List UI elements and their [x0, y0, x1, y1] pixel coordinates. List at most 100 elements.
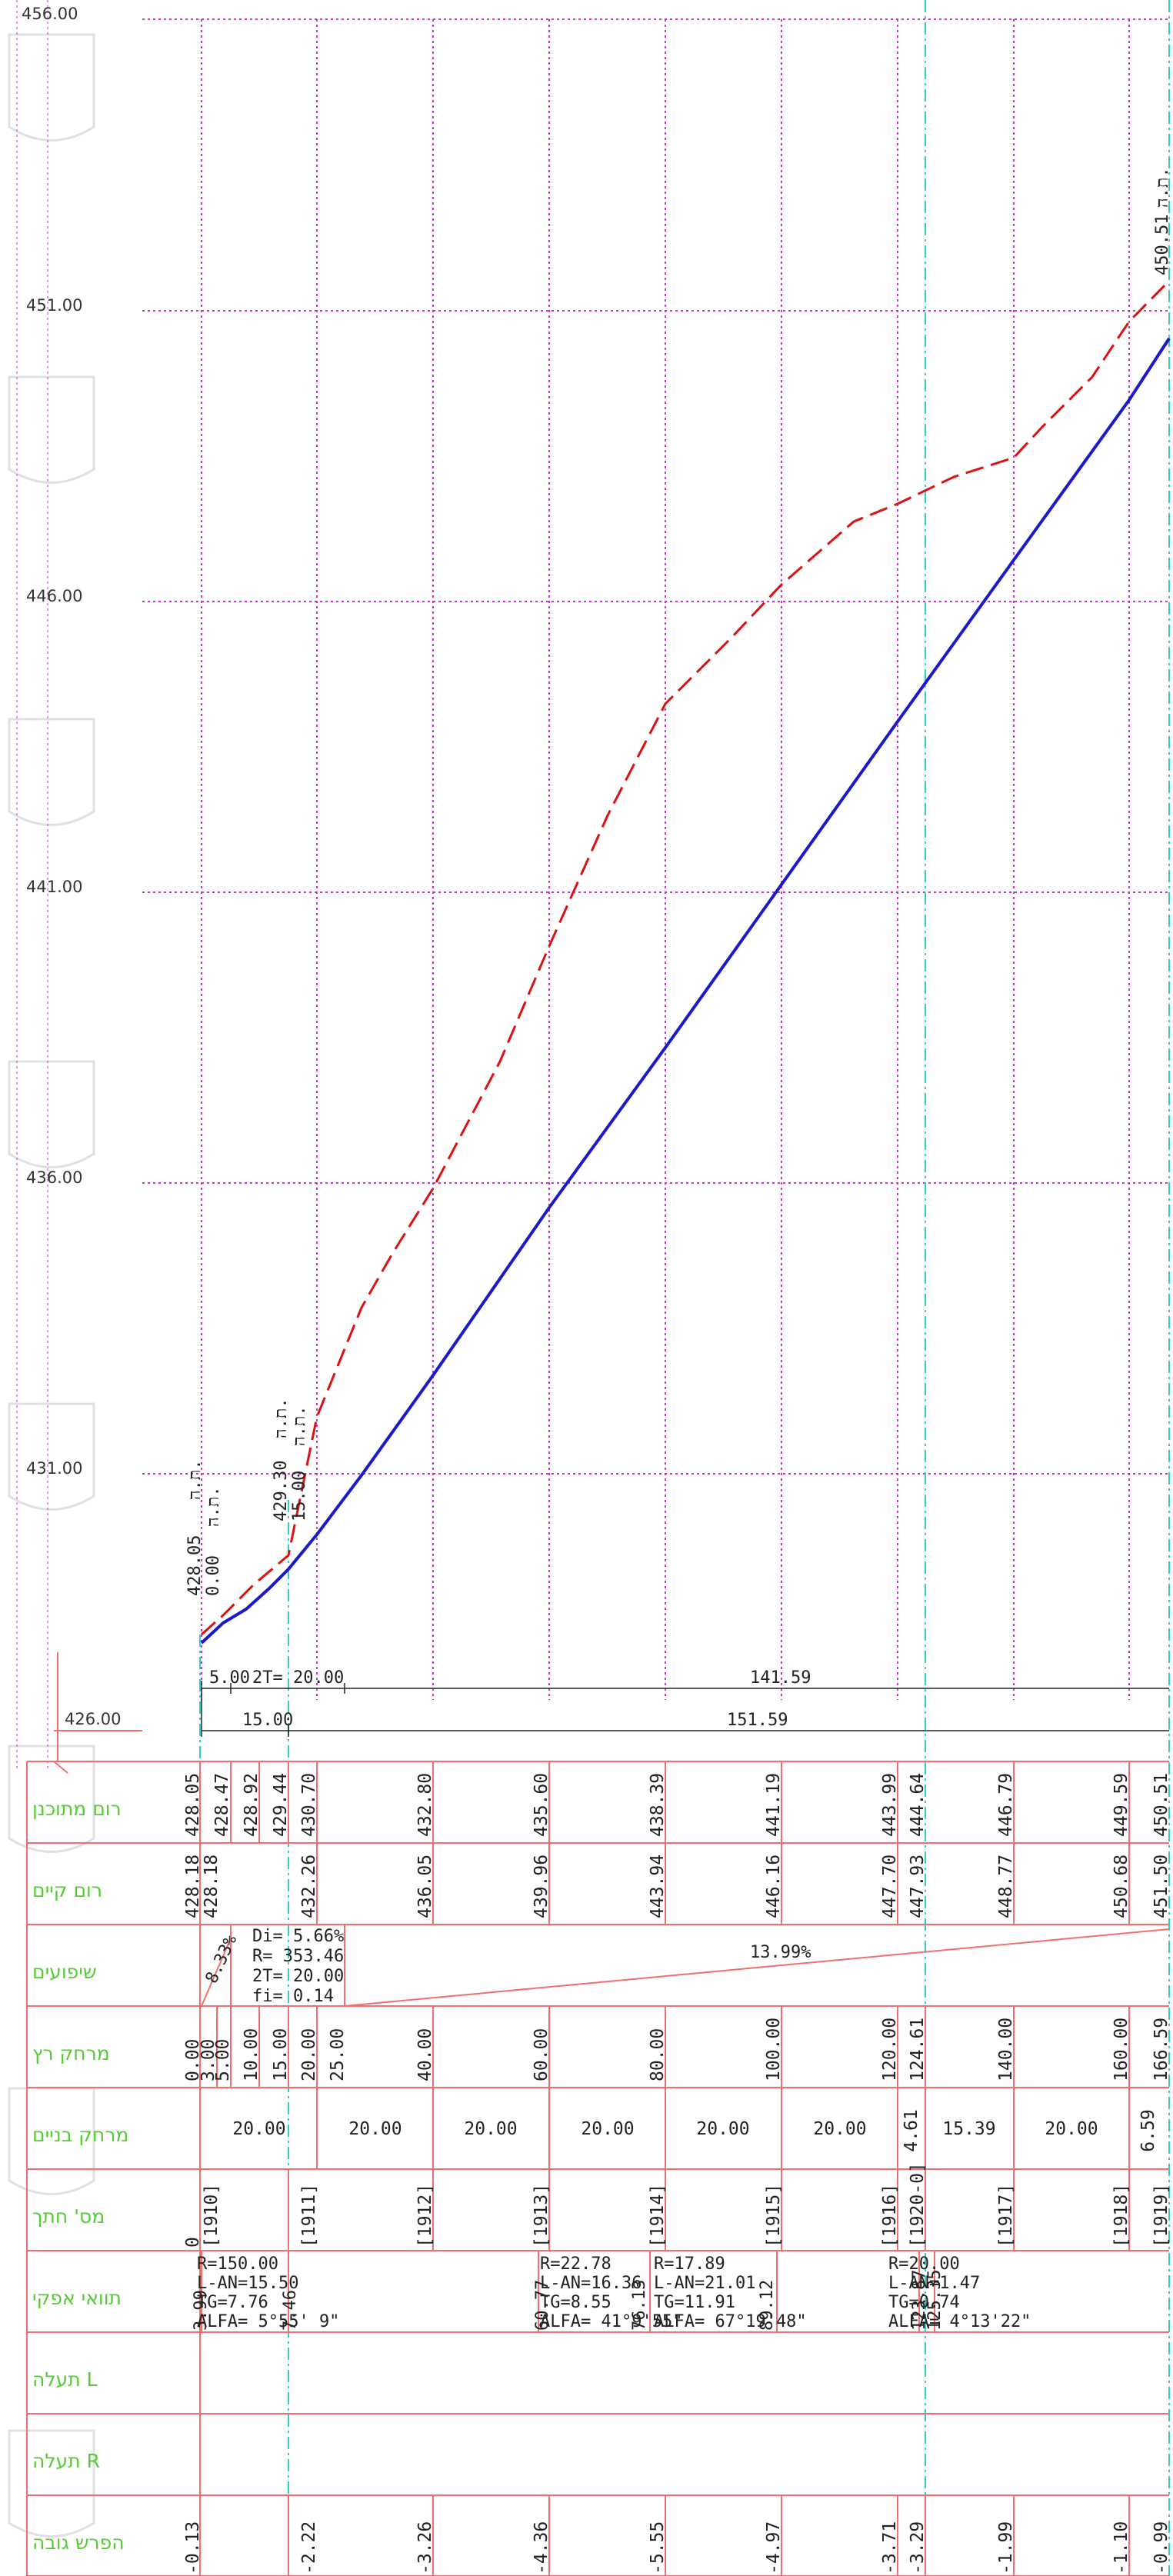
svg-text:ALFA= 5°55' 9": ALFA= 5°55' 9"	[197, 2312, 339, 2331]
design-elevation-values: 428.05 428.47 428.92 429.44 430.70 432.8…	[183, 1773, 1171, 1837]
svg-text:125.35: 125.35	[925, 2270, 945, 2331]
svg-text:432.26: 432.26	[299, 1855, 319, 1918]
svg-text:446.79: 446.79	[996, 1773, 1016, 1837]
svg-text:4.61: 4.61	[901, 2109, 921, 2151]
start-elev-label: 428.05	[185, 1535, 205, 1596]
svg-text:TG=11.91: TG=11.91	[654, 2293, 735, 2312]
svg-text:-3.71: -3.71	[880, 2521, 900, 2574]
svg-text:430.70: 430.70	[299, 1773, 319, 1837]
running-distance-values: 0.00 3.00 5.00 10.00 15.00 20.00 25.00 4…	[183, 2018, 1171, 2081]
row-label-design: רום מתוכנן	[32, 1798, 122, 1820]
design-grade-line	[200, 337, 1171, 1645]
end-name-label: ת.ה.	[1153, 167, 1172, 208]
elev-436: 436.00	[26, 1168, 82, 1187]
svg-text:Di= 5.66%: Di= 5.66%	[252, 1927, 344, 1946]
svg-text:80.00: 80.00	[648, 2028, 668, 2081]
svg-text:450.51: 450.51	[1151, 1773, 1171, 1837]
svg-text:60.00: 60.00	[532, 2028, 552, 2081]
svg-text:7.46: 7.46	[281, 2290, 300, 2331]
svg-text:451.50: 451.50	[1151, 1855, 1171, 1918]
dim-15: 15.00	[242, 1711, 293, 1730]
svg-text:R=20.00: R=20.00	[888, 2254, 960, 2274]
svg-text:449.59: 449.59	[1111, 1773, 1131, 1837]
svg-text:436.05: 436.05	[415, 1855, 435, 1918]
svg-text:429.44: 429.44	[271, 1773, 291, 1837]
svg-text:20.00: 20.00	[464, 2119, 517, 2139]
mid-station-name: ת.ה.	[290, 1405, 309, 1446]
row-label-existing: רום קיים	[32, 1879, 102, 1901]
svg-text:89.12: 89.12	[758, 2280, 777, 2331]
station-gridlines	[201, 19, 1130, 1700]
svg-text:-0.13: -0.13	[183, 2521, 203, 2574]
svg-text:2T= 20.00: 2T= 20.00	[252, 1967, 344, 1986]
svg-text:-1.10: -1.10	[1111, 2521, 1131, 2574]
svg-text:20.00: 20.00	[696, 2119, 749, 2139]
svg-text:20.00: 20.00	[581, 2119, 634, 2139]
elev-456: 456.00	[22, 5, 78, 23]
svg-text:[1911]: [1911]	[299, 2184, 319, 2248]
svg-text:100.00: 100.00	[764, 2018, 784, 2081]
row-label-channel-l: תעלה L	[32, 2368, 98, 2391]
svg-text:15.39: 15.39	[942, 2119, 995, 2139]
row-label-channel-r: תעלה R	[32, 2450, 100, 2472]
svg-text:20.00: 20.00	[348, 2119, 402, 2139]
mid-station-label: 15.00	[290, 1471, 309, 1521]
svg-text:60.77: 60.77	[533, 2280, 552, 2331]
svg-text:[1917]: [1917]	[996, 2184, 1016, 2248]
svg-text:3.00: 3.00	[198, 2039, 218, 2081]
svg-text:428.92: 428.92	[242, 1773, 262, 1837]
svg-text:[1913]: [1913]	[532, 2184, 552, 2248]
svg-text:40.00: 40.00	[415, 2028, 435, 2081]
svg-text:439.96: 439.96	[532, 1855, 552, 1918]
svg-text:-2.22: -2.22	[299, 2521, 319, 2574]
svg-text:L-AN=1.47: L-AN=1.47	[888, 2274, 980, 2293]
svg-text:443.99: 443.99	[880, 1773, 900, 1837]
svg-text:-3.29: -3.29	[908, 2521, 928, 2574]
start-station-label: 0.00	[204, 1555, 223, 1596]
station-axes	[199, 0, 1170, 2576]
svg-text:[1916]: [1916]	[880, 2184, 900, 2248]
svg-text:447.93: 447.93	[908, 1855, 928, 1918]
svg-text:[1912]: [1912]	[415, 2184, 435, 2248]
row-label-interval: מרחק בניים	[32, 2124, 128, 2146]
svg-text:448.77: 448.77	[996, 1855, 1016, 1918]
svg-text:L-AN=16.36: L-AN=16.36	[540, 2274, 641, 2293]
svg-text:TG=0.74: TG=0.74	[888, 2293, 960, 2312]
row-label-height-diff: הפרש גובה	[32, 2531, 125, 2554]
horizontal-curve-data: R=150.00 L-AN=15.50 TG=7.76 ALFA= 5°55' …	[197, 2254, 1031, 2331]
section-number-values: 0 [1910] [1911] [1912] [1913] [1914] [19…	[183, 2162, 1171, 2248]
svg-text:0.00: 0.00	[183, 2039, 203, 2081]
svg-text:13.99%: 13.99%	[750, 1943, 811, 1962]
svg-text:428.18: 428.18	[183, 1855, 203, 1918]
svg-text:-4.97: -4.97	[764, 2521, 784, 2574]
svg-text:L-AN=15.50: L-AN=15.50	[197, 2274, 298, 2293]
dim-151: 151.59	[727, 1711, 788, 1730]
svg-text:R=17.89: R=17.89	[654, 2254, 725, 2274]
emblem-watermarks	[8, 33, 95, 2538]
svg-text:-0.99: -0.99	[1151, 2521, 1171, 2574]
svg-text:20.00: 20.00	[1045, 2119, 1098, 2139]
dim-5: 5.00	[209, 1668, 250, 1688]
svg-text:438.39: 438.39	[648, 1773, 668, 1837]
horizontal-curve-markers: 3.99 7.46 60.77 76.13 89.12 123.87 125.3…	[192, 2270, 945, 2331]
svg-text:124.61: 124.61	[908, 2018, 928, 2081]
row-label-section: מס' חתך	[32, 2205, 105, 2228]
svg-text:[1914]: [1914]	[648, 2184, 668, 2248]
svg-text:3.99: 3.99	[192, 2290, 211, 2331]
svg-text:428.18: 428.18	[202, 1855, 222, 1918]
svg-text:[1919]: [1919]	[1151, 2184, 1171, 2248]
row-label-running: מרחק רץ	[32, 2042, 110, 2064]
svg-text:-5.55: -5.55	[648, 2521, 668, 2574]
svg-text:444.64: 444.64	[908, 1773, 928, 1837]
svg-text:8.33%: 8.33%	[202, 1932, 242, 1987]
svg-text:TG=7.76: TG=7.76	[197, 2293, 268, 2312]
vertical-curve-data: Di= 5.66% R= 353.46 2T= 20.00 fi= 0.14 8…	[202, 1927, 811, 2006]
start-station-name: ת.ה.	[204, 1486, 223, 1527]
svg-text:15.00: 15.00	[271, 2028, 291, 2081]
svg-text:441.19: 441.19	[764, 1773, 784, 1837]
existing-elevation-values: 428.18 428.18 432.26 436.05 439.96 443.9…	[183, 1855, 1171, 1918]
svg-text:20.00: 20.00	[232, 2119, 285, 2139]
svg-text:[1915]: [1915]	[764, 2184, 784, 2248]
row-label-horizontal: תוואי אפקי	[32, 2287, 122, 2309]
dim-2t: 2T= 20.00	[252, 1668, 344, 1688]
